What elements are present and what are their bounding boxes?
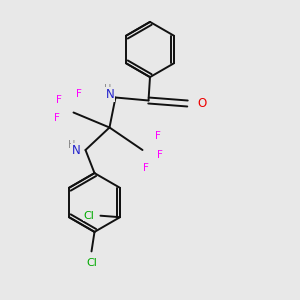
Text: F: F [155, 130, 161, 141]
Text: F: F [54, 113, 60, 123]
Text: O: O [197, 97, 206, 110]
Text: F: F [56, 95, 62, 105]
Text: Cl: Cl [84, 211, 94, 221]
Text: F: F [76, 88, 82, 99]
Text: N: N [106, 88, 115, 101]
Text: Cl: Cl [86, 258, 97, 268]
Text: H: H [68, 140, 76, 150]
Text: F: F [157, 149, 163, 160]
Text: F: F [142, 163, 148, 173]
Text: N: N [71, 143, 80, 157]
Text: H: H [104, 84, 112, 94]
